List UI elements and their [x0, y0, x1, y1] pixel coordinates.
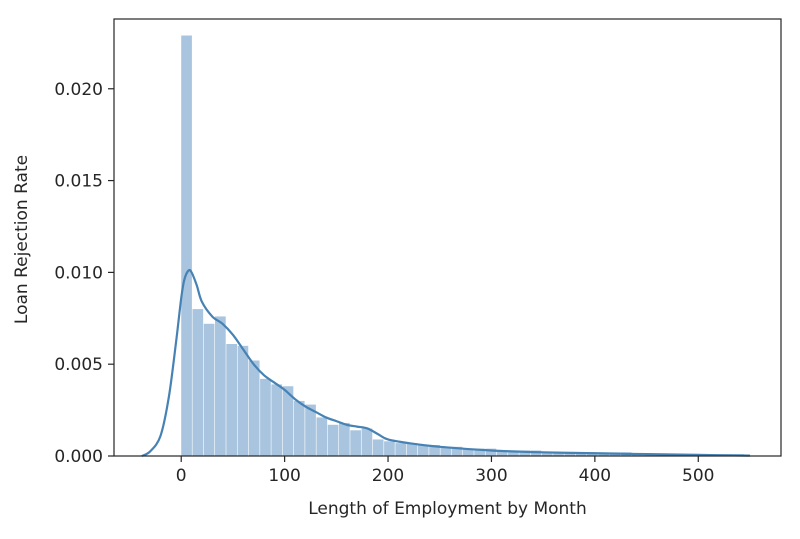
- x-tick-label: 100: [268, 466, 300, 486]
- histogram-bar: [181, 35, 192, 456]
- histogram-bar: [260, 378, 271, 456]
- histogram-bar: [417, 444, 429, 456]
- x-tick-label: 300: [475, 466, 507, 486]
- histogram-bar: [192, 309, 204, 456]
- histogram-bar: [440, 446, 452, 456]
- histogram-bar: [429, 444, 440, 456]
- x-tick-label: 200: [372, 466, 404, 486]
- y-tick-label: 0.010: [54, 263, 103, 283]
- x-axis-title: Length of Employment by Month: [308, 499, 587, 519]
- histogram-bar: [350, 430, 361, 456]
- histogram-bar: [553, 452, 564, 456]
- histogram-bar: [316, 417, 328, 456]
- histogram-bar: [305, 404, 316, 456]
- histogram-bar: [508, 450, 519, 456]
- histogram-bar: [372, 439, 384, 456]
- y-axis-title: Loan Rejection Rate: [12, 155, 32, 324]
- plot-area-frame: [113, 18, 782, 457]
- histogram-bar: [395, 443, 407, 456]
- y-tick-label: 0.020: [54, 80, 103, 100]
- histogram-bar: [271, 384, 283, 456]
- histogram-bar: [451, 446, 463, 456]
- histogram-bar: [530, 450, 542, 456]
- y-tick-label: 0.015: [54, 172, 103, 192]
- histogram-bar: [226, 344, 237, 456]
- histogram-bar: [282, 386, 294, 456]
- histogram-bar: [237, 345, 249, 456]
- histogram-bar: [496, 450, 508, 456]
- x-axis-ticks: 0 100 200 300 400 500: [176, 456, 714, 486]
- histogram-bar: [293, 400, 305, 456]
- histogram-bar: [361, 428, 373, 456]
- histogram-bar: [519, 450, 531, 456]
- histogram-bar: [474, 448, 485, 456]
- y-tick-label: 0.000: [54, 447, 103, 467]
- histogram-bar: [215, 316, 226, 456]
- y-tick-label: 0.005: [54, 355, 103, 375]
- histogram-bar: [327, 424, 339, 456]
- histogram-bar: [339, 422, 350, 456]
- histogram-bar: [575, 452, 587, 456]
- x-tick-label: 500: [682, 466, 714, 486]
- x-tick-label: 0: [176, 466, 187, 486]
- histogram-bar: [564, 452, 576, 456]
- x-tick-label: 400: [579, 466, 611, 486]
- histogram-bar: [463, 448, 474, 456]
- histogram-bar: [485, 448, 497, 456]
- histogram-bar: [406, 443, 418, 456]
- histogram-bar: [384, 441, 395, 456]
- kde-density-line: [141, 268, 750, 458]
- histogram-bar: [248, 360, 260, 456]
- histogram-bar: [541, 452, 553, 456]
- y-axis-ticks: 0.000 0.005 0.010 0.015 0.020: [54, 80, 114, 467]
- histogram-bar: [203, 323, 215, 456]
